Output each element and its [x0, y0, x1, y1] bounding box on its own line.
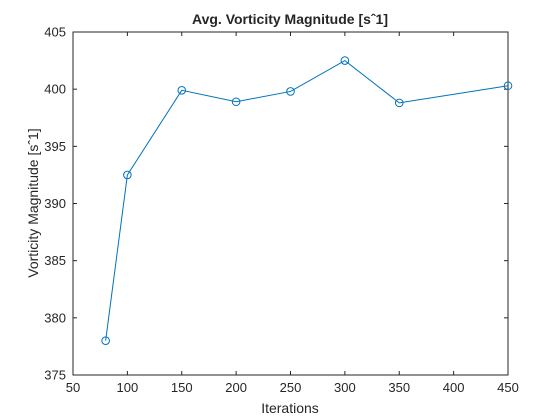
- data-point-marker: [340, 56, 350, 65]
- data-point-marker: [394, 98, 404, 108]
- x-tick-label: 450: [497, 380, 519, 395]
- y-tick-label: 405: [44, 25, 66, 40]
- x-tick-label: 300: [334, 380, 356, 395]
- data-point-marker: [503, 81, 513, 91]
- y-tick-label: 375: [44, 368, 66, 383]
- y-tick-label: 385: [44, 253, 66, 268]
- data-point-marker: [101, 336, 110, 346]
- y-tick-label: 400: [44, 82, 66, 97]
- x-tick-label: 50: [66, 380, 80, 395]
- axes: 50 100 150 200 250 300 350 400 450 375 380 385 390 39…: [44, 25, 519, 396]
- data-point-marker: [286, 87, 295, 96]
- x-tick-label: 250: [280, 380, 302, 395]
- x-tick-label: 200: [225, 380, 247, 395]
- x-tick-label: 150: [171, 380, 193, 395]
- x-tick-label: 400: [443, 380, 465, 395]
- data-point-marker: [231, 97, 241, 107]
- series-line: [105, 59, 509, 341]
- plot-area: [73, 32, 508, 375]
- y-axis-label: Vorticity Magnitude [sˆ1]: [25, 128, 41, 277]
- x-tick-label: 100: [117, 380, 139, 395]
- data-point-marker: [177, 86, 187, 95]
- x-axis-label: Iterations: [261, 400, 319, 416]
- data-series: [101, 56, 513, 346]
- data-point-marker: [123, 170, 132, 180]
- x-tick-label: 350: [388, 380, 410, 395]
- y-tick-label: 395: [44, 139, 66, 154]
- y-tick-label: 390: [44, 196, 66, 211]
- y-tick-label: 380: [44, 310, 66, 325]
- chart-title: Avg. Vorticity Magnitude [sˆ1]: [192, 11, 388, 27]
